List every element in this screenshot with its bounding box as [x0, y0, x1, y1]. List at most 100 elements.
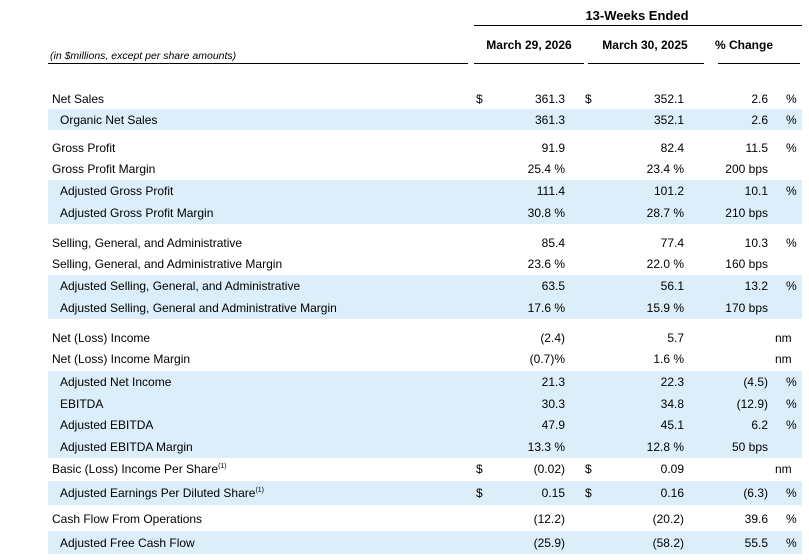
value-current: 13.3 %	[527, 440, 565, 454]
row-label: Gross Profit	[52, 140, 116, 155]
row-label: Basic (Loss) Income Per Share(1)	[52, 462, 227, 476]
change-unit: %	[786, 486, 797, 500]
row-label-text: Basic (Loss) Income Per Share	[52, 461, 219, 476]
change-unit: %	[786, 375, 797, 389]
value-current: 0.15	[541, 486, 565, 500]
change-value: 10.3	[744, 235, 768, 250]
row-label: Adjusted Gross Profit Margin	[60, 206, 214, 220]
value-current: 47.9	[541, 418, 565, 432]
value-current: 25.4 %	[527, 161, 565, 176]
table-row: Adjusted Selling, General and Administra…	[48, 297, 802, 319]
header-rule	[588, 63, 704, 64]
table-row: Net Sales $ 361.3 $ 352.1 2.6 %	[48, 88, 802, 109]
currency-symbol: $	[476, 461, 483, 476]
footnote-marker: (1)	[255, 487, 265, 494]
row-label: Adjusted Selling, General, and Administr…	[60, 279, 301, 293]
value-prior: 23.4 %	[646, 161, 684, 176]
row-label: Net (Loss) Income	[52, 330, 151, 345]
value-current: 63.5	[541, 279, 565, 293]
value-prior: 77.4	[660, 235, 684, 250]
change-value: (4.5)	[743, 375, 768, 389]
value-prior: 12.8 %	[646, 440, 684, 454]
value-prior: 28.7 %	[646, 206, 684, 220]
row-label: Cash Flow From Operations	[52, 511, 203, 526]
column-header-prior: March 30, 2025	[602, 38, 688, 52]
change-value: 2.6	[751, 112, 768, 127]
change-unit: %	[786, 535, 797, 550]
table-row: Basic (Loss) Income Per Share(1) $ (0.02…	[48, 458, 802, 479]
value-prior: 0.16	[660, 486, 684, 500]
value-current: 30.8 %	[527, 206, 565, 220]
value-current: 111.4	[536, 184, 565, 198]
table-row: EBITDA 30.3 34.8 (12.9) %	[48, 393, 802, 414]
value-prior: 352.1	[653, 91, 684, 106]
value-prior: 101.2	[653, 184, 684, 198]
header-rule	[718, 63, 800, 64]
change-value: 210 bps	[725, 206, 768, 220]
header-rule	[474, 63, 584, 64]
value-current: (25.9)	[533, 535, 565, 550]
change-value: 50 bps	[731, 440, 768, 454]
table-row: Adjusted Net Income 21.3 22.3 (4.5) %	[48, 371, 802, 393]
row-label: Selling, General, and Administrative	[52, 235, 243, 250]
value-current: 85.4	[541, 235, 565, 250]
value-prior: 34.8	[660, 396, 684, 411]
value-current: 23.6 %	[527, 256, 565, 271]
change-unit: %	[786, 184, 797, 198]
table-row: Adjusted EBITDA Margin 13.3 % 12.8 % 50 …	[48, 436, 802, 458]
row-label: Adjusted Net Income	[60, 375, 172, 389]
value-prior: 15.9 %	[646, 301, 684, 315]
row-label: Adjusted Gross Profit	[60, 184, 174, 198]
row-label: Adjusted EBITDA Margin	[60, 440, 193, 454]
units-note: (in $millions, except per share amounts)	[50, 50, 237, 62]
value-prior: (20.2)	[652, 511, 684, 526]
change-value: 11.5	[745, 140, 768, 155]
row-label: Selling, General, and Administrative Mar…	[52, 256, 283, 271]
change-value: 10.1	[744, 184, 768, 198]
value-current: 361.3	[534, 112, 565, 127]
change-unit: %	[786, 140, 797, 155]
value-current: 30.3	[541, 396, 565, 411]
footnote-marker: (1)	[218, 462, 227, 470]
change-value: nm	[775, 351, 792, 366]
row-label: Adjusted Free Cash Flow	[60, 535, 195, 550]
value-prior: 1.6 %	[653, 351, 684, 366]
currency-symbol: $	[585, 461, 592, 476]
table-row: Net (Loss) Income Margin (0.7)% 1.6 % nm	[48, 348, 802, 369]
row-label: Adjusted EBITDA	[60, 418, 154, 432]
table-row: Selling, General, and Administrative Mar…	[48, 253, 802, 274]
value-prior: 45.1	[660, 418, 684, 432]
row-label: Net (Loss) Income Margin	[52, 351, 191, 366]
change-value: nm	[775, 330, 792, 345]
change-value: 2.6	[751, 91, 768, 106]
change-value: 160 bps	[725, 256, 768, 271]
value-current: 361.3	[534, 91, 565, 106]
row-label: Adjusted Selling, General and Administra…	[60, 301, 337, 315]
change-unit: %	[786, 235, 797, 250]
value-current: (12.2)	[533, 511, 565, 526]
change-unit: %	[786, 418, 797, 432]
table-row: Adjusted Free Cash Flow (25.9) (58.2) 55…	[48, 531, 802, 554]
change-value: 55.5	[744, 535, 768, 550]
currency-symbol: $	[585, 486, 592, 500]
change-value: 170 bps	[725, 301, 768, 315]
value-prior: 82.4	[660, 140, 684, 155]
column-header-current: March 29, 2026	[486, 38, 572, 52]
change-value: 6.2	[751, 418, 768, 432]
value-current: 21.3	[541, 375, 565, 389]
value-prior: 22.0 %	[646, 256, 684, 271]
change-value: (6.3)	[743, 486, 768, 500]
column-header-change: % Change	[714, 38, 773, 52]
table-row: Cash Flow From Operations (12.2) (20.2) …	[48, 508, 802, 529]
change-unit: %	[786, 279, 797, 293]
table-row: Adjusted EBITDA 47.9 45.1 6.2 %	[48, 414, 802, 436]
currency-symbol: $	[585, 91, 592, 106]
table-row: Adjusted Earnings Per Diluted Share(1) $…	[48, 481, 802, 505]
row-label-text: Adjusted Earnings Per Diluted Share	[60, 486, 256, 500]
table-row: Adjusted Gross Profit 111.4 101.2 10.1 %	[48, 180, 802, 202]
value-prior: (58.2)	[652, 535, 684, 550]
change-unit: %	[786, 112, 797, 127]
value-prior: 0.09	[660, 461, 684, 476]
row-label: Net Sales	[52, 91, 105, 106]
change-value: 39.6	[744, 511, 768, 526]
